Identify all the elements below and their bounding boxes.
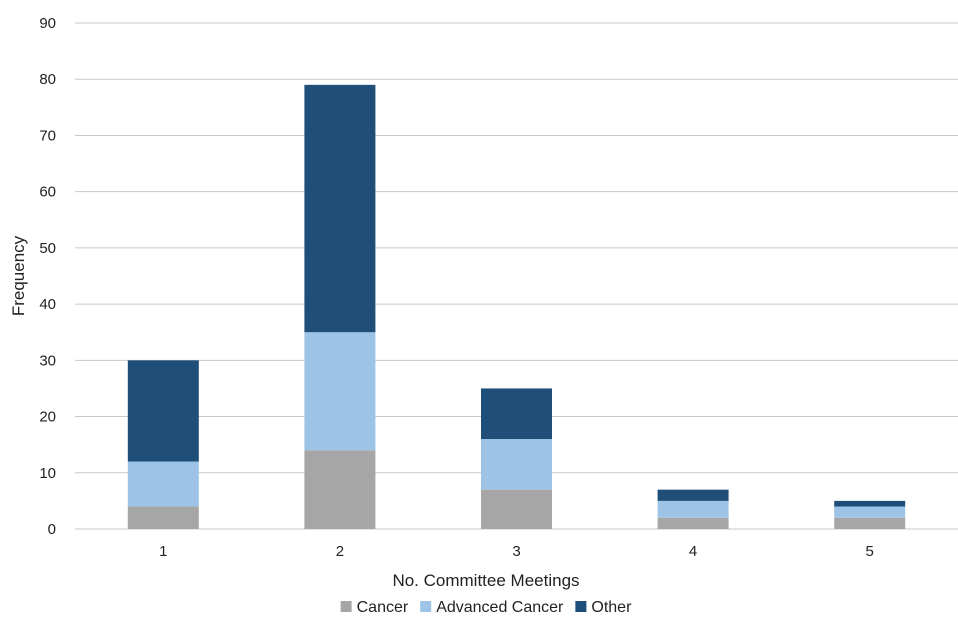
bar-segment [657, 489, 729, 501]
legend-label: Other [591, 599, 632, 616]
x-tick-label: 2 [336, 543, 344, 560]
x-tick-label: 3 [512, 543, 520, 560]
bar-segment [481, 489, 552, 529]
bar-segment [657, 500, 729, 518]
y-tick-label: 80 [39, 71, 56, 88]
bar-segment [481, 439, 552, 490]
y-tick-label: 70 [39, 127, 56, 144]
bar-segment [834, 506, 906, 518]
bar-segment [834, 517, 906, 529]
x-tick-label: 4 [689, 543, 697, 560]
bar-segment [127, 506, 199, 529]
bar-segment [834, 500, 906, 507]
legend-label: Advanced Cancer [436, 599, 564, 616]
y-tick-label: 30 [39, 352, 56, 369]
legend-swatch [340, 601, 352, 612]
y-tick-label: 20 [39, 409, 56, 426]
bar-segment [304, 450, 376, 529]
bar-segment [657, 517, 729, 529]
y-tick-label: 10 [39, 465, 56, 482]
y-axis-title: Frequency [9, 235, 28, 316]
y-axis-tick-labels: 0 10 20 30 40 50 60 70 80 90 [39, 15, 56, 538]
y-tick-label: 0 [48, 521, 56, 538]
x-axis-title: No. Committee Meetings [392, 571, 579, 590]
x-tick-label: 1 [159, 543, 167, 560]
bar-segment [127, 360, 199, 462]
bars [127, 84, 906, 529]
x-tick-label: 5 [866, 543, 874, 560]
y-tick-label: 90 [39, 15, 56, 32]
legend-swatch [420, 601, 432, 612]
legend: Cancer Advanced Cancer Other [340, 599, 632, 616]
x-axis-tick-labels: 1 2 3 4 5 [159, 543, 874, 560]
y-tick-label: 60 [39, 184, 56, 201]
bar-segment [481, 388, 552, 440]
legend-swatch [575, 601, 587, 612]
y-tick-label: 50 [39, 240, 56, 257]
bar-segment [304, 84, 376, 333]
legend-label: Cancer [357, 599, 409, 616]
bar-segment [304, 332, 376, 451]
gridlines [75, 22, 958, 530]
y-tick-label: 40 [39, 296, 56, 313]
bar-segment [127, 461, 199, 507]
